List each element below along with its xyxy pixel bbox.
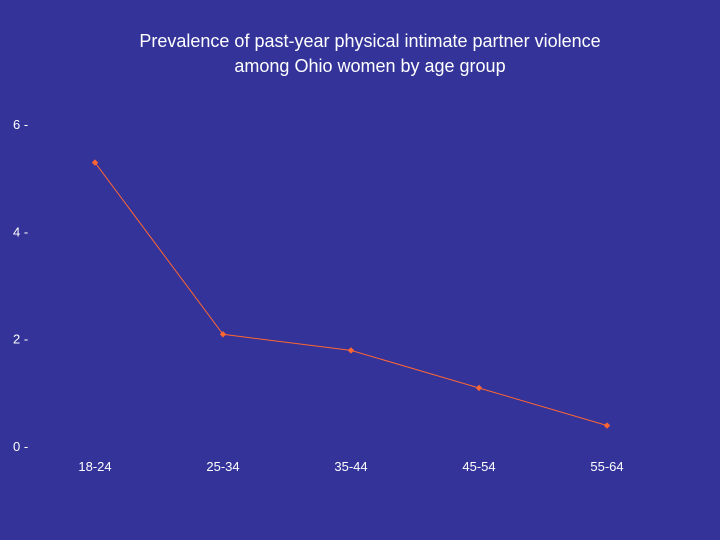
x-axis: 18-24 25-34 35-44 45-54 55-64 <box>78 459 623 474</box>
y-tick-label: 4 - <box>13 224 28 239</box>
y-tick-label: 0 - <box>13 439 28 454</box>
data-point-marker <box>603 422 611 429</box>
x-tick-label: 18-24 <box>78 459 111 474</box>
chart-title: Prevalence of past-year physical intimat… <box>60 29 680 79</box>
y-tick-label: 2 - <box>13 332 28 347</box>
x-tick-label: 35-44 <box>334 459 367 474</box>
y-axis: 0 - 2 - 4 - 6 - <box>13 117 28 454</box>
y-tick-label: 6 - <box>13 117 28 132</box>
data-point-marker <box>475 384 483 392</box>
chart-title-line-2: among Ohio women by age group <box>234 56 506 76</box>
x-tick-label: 55-64 <box>590 459 623 474</box>
chart-title-line-1: Prevalence of past-year physical intimat… <box>139 31 601 51</box>
x-tick-label: 25-34 <box>206 459 239 474</box>
data-point-marker <box>91 159 99 166</box>
data-point-marker <box>219 331 227 338</box>
x-tick-label: 45-54 <box>462 459 495 474</box>
series-group <box>91 159 611 429</box>
data-point-marker <box>347 347 355 354</box>
series-line <box>94 162 608 427</box>
